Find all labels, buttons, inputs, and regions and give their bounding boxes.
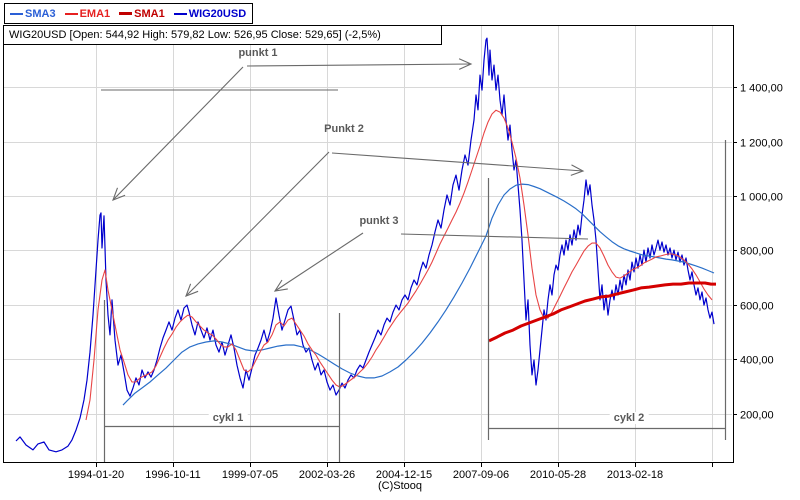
annotation-punkt2-arrow-to-2011-peak <box>331 152 584 172</box>
series-wig20usd <box>15 37 715 453</box>
y-axis-label: 200,00 <box>740 410 774 422</box>
x-axis-label: 2004-12-15 <box>376 469 432 481</box>
title-text: WIG20USD [Open: 544,92 High: 579,82 Low:… <box>9 29 381 41</box>
arrowhead <box>112 187 126 201</box>
plot-area[interactable] <box>3 25 733 462</box>
legend-label: WIG20USD <box>188 7 247 20</box>
x-axis-label: 2013-02-18 <box>607 469 663 481</box>
legend-box: SMA3 EMA1 SMA1 WIG20USD <box>4 3 254 24</box>
x-axis-label: 1994-01-20 <box>68 469 124 481</box>
legend-item-sma3[interactable]: SMA3 <box>10 8 56 20</box>
legend-line-swatch <box>173 12 187 15</box>
annotation-punkt1-arrow-to-2007-peak <box>246 63 472 67</box>
title-bar: WIG20USD [Open: 544,92 High: 579,82 Low:… <box>3 25 442 45</box>
legend-item-wig20usd[interactable]: WIG20USD <box>173 7 247 20</box>
annotation-label-punkt2: Punkt 2 <box>324 123 364 135</box>
annotation-label-cykl1: cykl 1 <box>208 412 248 424</box>
legend-line-swatch <box>10 12 23 15</box>
y-axis-label: 800,00 <box>740 246 774 258</box>
arrowhead <box>273 279 288 292</box>
annotation-label-punkt1: punkt 1 <box>238 47 278 59</box>
annotation-label-punkt3: punkt 3 <box>359 215 399 227</box>
legend-line-swatch <box>119 12 133 15</box>
legend-label: SMA3 <box>25 7 56 20</box>
legend-item-sma1[interactable]: SMA1 <box>119 8 165 20</box>
legend-label: SMA1 <box>134 7 165 20</box>
arrowhead <box>458 58 473 70</box>
y-axis-label: 1 400,00 <box>740 83 783 95</box>
y-axis-label: 600,00 <box>740 301 774 313</box>
legend-item-ema1[interactable]: EMA1 <box>64 7 111 20</box>
series-sma1 <box>488 281 716 343</box>
y-axis-label: 1 200,00 <box>740 138 783 150</box>
stooq-watermark: (C)Stooq <box>377 480 423 492</box>
annotation-label-cykl2: cykl 2 <box>609 412 649 424</box>
x-axis-label: 2007-09-06 <box>453 469 509 481</box>
x-axis-label: 1999-07-05 <box>222 469 278 481</box>
y-axis-label: 1 000,00 <box>740 192 783 204</box>
series-sma3 <box>122 183 715 406</box>
x-axis-label: 1996-10-11 <box>145 469 200 481</box>
legend-label: EMA1 <box>79 7 111 20</box>
series-ema1 <box>85 109 713 421</box>
annotation-punkt2-arrow-to-1997-peak <box>185 151 330 297</box>
annotation-punkt3-arrow-to-1999-peak <box>274 232 364 292</box>
annotation-punkt1-arrow-to-1994-peak <box>112 66 244 201</box>
x-axis-label: 2002-03-26 <box>299 469 355 481</box>
arrowhead <box>185 283 199 297</box>
x-axis-label: 2010-05-28 <box>530 469 586 481</box>
legend-line-swatch <box>64 12 78 15</box>
annotation-punkt3-line-right <box>400 233 589 240</box>
y-axis-label: 400,00 <box>740 355 774 367</box>
arrowhead <box>570 164 585 176</box>
